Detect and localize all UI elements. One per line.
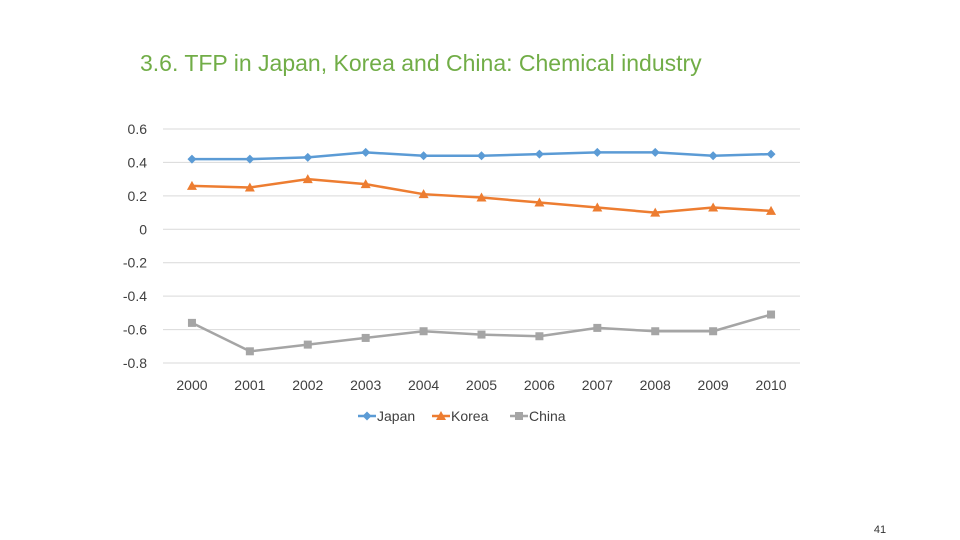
y-tick-label: -0.6 xyxy=(123,322,147,338)
data-point-japan xyxy=(650,147,660,157)
data-point-china xyxy=(593,323,602,332)
x-tick-label: 2002 xyxy=(292,377,323,393)
x-tick-label: 2001 xyxy=(234,377,265,393)
legend-label-japan: Japan xyxy=(377,408,415,424)
data-point-korea xyxy=(418,189,429,199)
x-tick-label: 2005 xyxy=(466,377,497,393)
x-tick-label: 2010 xyxy=(755,377,786,393)
data-point-japan xyxy=(477,151,486,161)
data-point-korea xyxy=(592,202,603,212)
data-point-china xyxy=(767,310,776,319)
data-point-japan xyxy=(245,154,255,164)
y-tick-label: -0.2 xyxy=(123,255,147,271)
data-point-china xyxy=(361,333,370,342)
y-tick-label: 0.2 xyxy=(128,188,148,204)
x-tick-label: 2006 xyxy=(524,377,555,393)
x-tick-label: 2008 xyxy=(640,377,671,393)
y-tick-label: 0.6 xyxy=(128,121,148,137)
x-tick-label: 2000 xyxy=(176,377,207,393)
y-tick-label: 0.4 xyxy=(128,154,148,170)
data-point-korea xyxy=(360,179,371,189)
y-tick-label: 0 xyxy=(139,221,147,237)
data-point-korea xyxy=(244,182,255,192)
data-point-japan xyxy=(708,151,718,161)
y-tick-label: -0.4 xyxy=(123,288,147,304)
slide-title: 3.6. TFP in Japan, Korea and China: Chem… xyxy=(140,50,702,76)
legend-marker-china xyxy=(515,412,523,420)
x-tick-label: 2004 xyxy=(408,377,439,393)
data-point-china xyxy=(477,330,486,339)
data-point-korea xyxy=(186,180,197,190)
data-point-korea xyxy=(708,202,719,212)
page-number: 41 xyxy=(873,524,887,536)
data-point-china xyxy=(187,318,196,327)
data-point-japan xyxy=(766,149,776,159)
data-point-korea xyxy=(534,197,545,207)
data-point-china xyxy=(303,340,312,349)
data-point-japan xyxy=(361,147,371,157)
data-point-japan xyxy=(534,149,544,159)
data-point-korea xyxy=(766,205,777,215)
data-point-china xyxy=(535,332,544,341)
y-tick-label: -0.8 xyxy=(123,355,147,371)
data-point-korea xyxy=(302,174,313,184)
data-point-japan xyxy=(187,154,197,164)
data-point-china xyxy=(651,327,660,336)
data-point-china xyxy=(709,327,718,336)
data-point-korea xyxy=(650,207,661,217)
legend-marker-korea xyxy=(436,411,446,420)
legend-label-china: China xyxy=(529,408,566,424)
data-point-japan xyxy=(303,152,313,162)
x-tick-label: 2007 xyxy=(582,377,613,393)
data-point-china xyxy=(419,327,428,336)
legend-label-korea: Korea xyxy=(451,408,489,424)
data-point-japan xyxy=(419,151,429,161)
data-point-china xyxy=(245,347,254,356)
data-point-korea xyxy=(476,192,487,202)
x-tick-label: 2003 xyxy=(350,377,381,393)
x-tick-label: 2009 xyxy=(698,377,729,393)
data-point-japan xyxy=(592,147,602,157)
legend-marker-japan xyxy=(362,411,372,421)
